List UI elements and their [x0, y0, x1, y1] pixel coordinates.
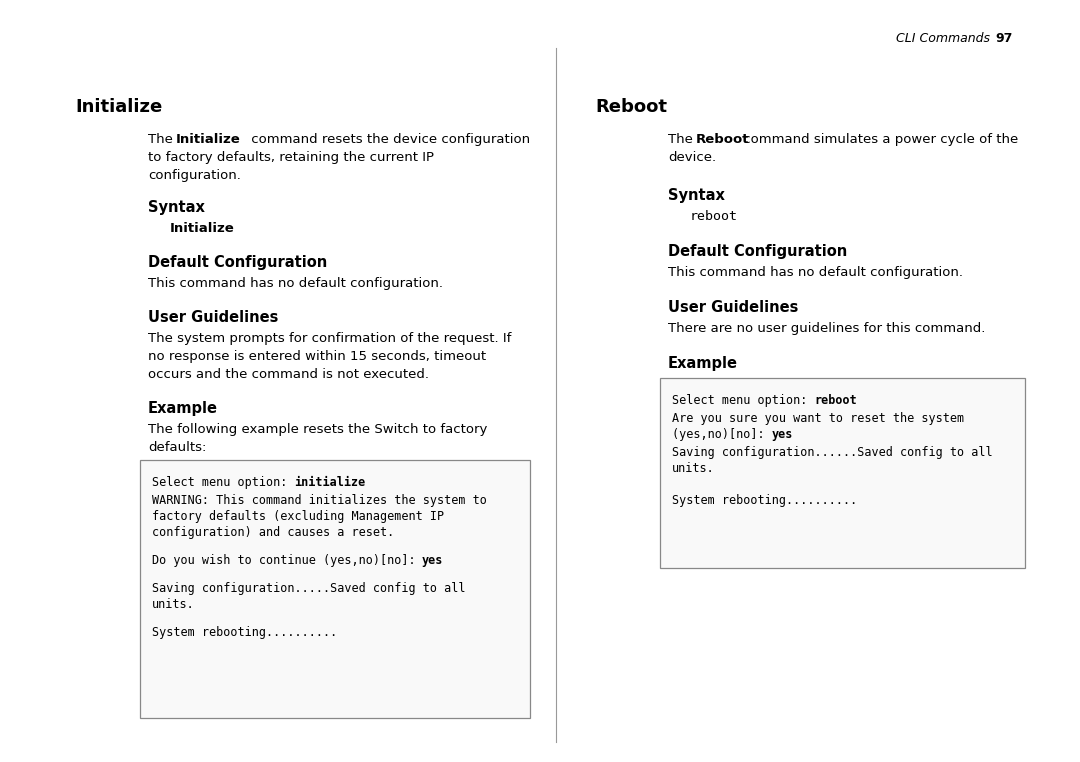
Text: no response is entered within 15 seconds, timeout: no response is entered within 15 seconds…	[148, 350, 486, 363]
Text: Reboot: Reboot	[595, 98, 667, 116]
Text: Syntax: Syntax	[669, 188, 725, 203]
Text: There are no user guidelines for this command.: There are no user guidelines for this co…	[669, 322, 985, 335]
Text: User Guidelines: User Guidelines	[148, 310, 279, 325]
Text: Are you sure you want to reset the system: Are you sure you want to reset the syste…	[672, 412, 964, 425]
Text: to factory defaults, retaining the current IP: to factory defaults, retaining the curre…	[148, 151, 434, 164]
Text: factory defaults (excluding Management IP: factory defaults (excluding Management I…	[152, 510, 444, 523]
Text: defaults:: defaults:	[148, 441, 206, 454]
Text: The: The	[148, 133, 177, 146]
Text: Saving configuration......Saved config to all: Saving configuration......Saved config t…	[672, 446, 993, 459]
Text: System rebooting..........: System rebooting..........	[672, 494, 858, 507]
Text: command resets the device configuration: command resets the device configuration	[247, 133, 530, 146]
Text: Reboot: Reboot	[696, 133, 748, 146]
Text: (yes,no)[no]:: (yes,no)[no]:	[672, 428, 772, 441]
Text: This command has no default configuration.: This command has no default configuratio…	[148, 277, 443, 290]
Text: Select menu option:: Select menu option:	[672, 394, 814, 407]
Text: CLI Commands: CLI Commands	[896, 32, 990, 45]
Text: User Guidelines: User Guidelines	[669, 300, 798, 315]
Text: yes: yes	[771, 428, 793, 441]
Text: System rebooting..........: System rebooting..........	[152, 626, 337, 639]
Text: Initialize: Initialize	[170, 222, 234, 235]
Text: Example: Example	[669, 356, 738, 371]
Text: The following example resets the Switch to factory: The following example resets the Switch …	[148, 423, 487, 436]
Text: yes: yes	[421, 554, 443, 567]
Text: Saving configuration.....Saved config to all: Saving configuration.....Saved config to…	[152, 582, 465, 595]
Text: This command has no default configuration.: This command has no default configuratio…	[669, 266, 963, 279]
Bar	[660, 378, 1025, 568]
Text: Example: Example	[148, 401, 218, 416]
Text: Syntax: Syntax	[148, 200, 205, 215]
Text: Default Configuration: Default Configuration	[669, 244, 847, 259]
Text: device.: device.	[669, 151, 716, 164]
Text: units.: units.	[152, 598, 194, 611]
Text: Select menu option:: Select menu option:	[152, 476, 295, 489]
Text: Default Configuration: Default Configuration	[148, 255, 327, 270]
Text: reboot: reboot	[690, 210, 738, 223]
Text: WARNING: This command initializes the system to: WARNING: This command initializes the sy…	[152, 494, 487, 507]
Text: The system prompts for confirmation of the request. If: The system prompts for confirmation of t…	[148, 332, 511, 345]
Bar	[140, 460, 530, 718]
Text: initialize: initialize	[294, 476, 365, 489]
Text: 97: 97	[995, 32, 1012, 45]
Text: Do you wish to continue (yes,no)[no]:: Do you wish to continue (yes,no)[no]:	[152, 554, 422, 567]
Text: Initialize: Initialize	[75, 98, 162, 116]
Text: reboot: reboot	[814, 394, 856, 407]
Text: Initialize: Initialize	[175, 133, 240, 146]
Text: occurs and the command is not executed.: occurs and the command is not executed.	[148, 368, 429, 381]
Text: command simulates a power cycle of the: command simulates a power cycle of the	[739, 133, 1018, 146]
Text: The: The	[669, 133, 697, 146]
Text: configuration) and causes a reset.: configuration) and causes a reset.	[152, 526, 394, 539]
Text: configuration.: configuration.	[148, 169, 241, 182]
Text: units.: units.	[672, 462, 715, 475]
